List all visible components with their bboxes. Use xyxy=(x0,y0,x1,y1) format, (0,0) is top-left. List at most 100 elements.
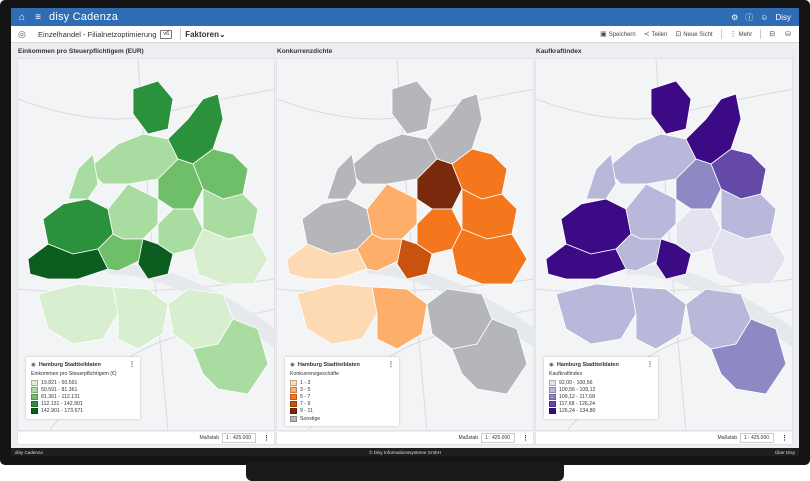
legend-row: 142.901 - 173.671 xyxy=(31,408,135,415)
map-panel-income: Einkommen pro Steuerpflichtigem (EUR) ◉ H… xyxy=(17,47,275,445)
district-shape[interactable] xyxy=(710,318,787,395)
panel-toggle-icon[interactable]: ⊟ xyxy=(769,31,776,38)
legend-label: 126,24 - 134,80 xyxy=(559,408,596,415)
workbook-toolbar: ◎ Einzelhandel - Filialnetzoptimierung v… xyxy=(11,26,799,43)
district-shape[interactable] xyxy=(192,318,269,395)
district-shape[interactable] xyxy=(650,80,692,135)
legend-menu-icon[interactable]: ⋮ xyxy=(647,362,653,368)
legend-row: 50.591 - 81.361 xyxy=(31,386,135,393)
settings-icon[interactable]: ⚙ xyxy=(731,12,739,22)
district-shape[interactable] xyxy=(132,80,174,135)
scale-label: Maßstab xyxy=(458,435,478,441)
scale-input[interactable]: 1 : 425.000 xyxy=(481,433,515,443)
district-shape[interactable] xyxy=(451,318,528,395)
district-shape[interactable] xyxy=(366,183,418,240)
scale-bar: Maßstab 1 : 425.000 ⋮ xyxy=(17,432,275,445)
map-legend: ◉ Hamburg Stadtteildaten ⋮ Konkurrenzgesch… xyxy=(285,357,399,427)
district-shape[interactable] xyxy=(192,228,269,285)
divider xyxy=(720,29,722,39)
district-shape[interactable] xyxy=(107,183,159,240)
scale-input[interactable]: 1 : 425.000 xyxy=(222,433,256,443)
district-shape[interactable] xyxy=(37,283,119,345)
legend-swatch xyxy=(290,408,297,415)
district-shape[interactable] xyxy=(416,158,463,210)
user-name[interactable]: Disy xyxy=(775,12,791,22)
divider xyxy=(760,29,762,39)
district-shape[interactable] xyxy=(137,238,174,280)
district-shape[interactable] xyxy=(157,158,204,210)
district-shapes[interactable] xyxy=(286,80,528,395)
legend-label: 7 - 9 xyxy=(300,401,311,408)
district-shape[interactable] xyxy=(371,286,428,350)
legend-label: 81.361 - 112.131 xyxy=(41,393,80,400)
district-shape[interactable] xyxy=(112,286,169,350)
database-icon[interactable]: ⛁ xyxy=(785,31,791,38)
eye-icon[interactable]: ◉ xyxy=(31,361,36,368)
legend-swatch xyxy=(290,379,297,386)
district-shape[interactable] xyxy=(67,153,99,200)
map-panel-purchasing-power: Kaufkraftindex ◉ Hamburg Stadtteildaten ⋮ … xyxy=(535,47,793,445)
legend-subtitle: Kaufkraftindex xyxy=(549,371,583,377)
panel-title: Konkurrenzdichte xyxy=(277,48,333,55)
district-shape[interactable] xyxy=(630,286,687,350)
district-shape[interactable] xyxy=(391,80,433,135)
map-options-icon[interactable]: ⋮ xyxy=(522,435,529,442)
scale-input[interactable]: 1 : 425.000 xyxy=(740,433,774,443)
district-shape[interactable] xyxy=(451,228,528,285)
map-view[interactable]: ◉ Hamburg Stadtteildaten ⋮ Kaufkraftindex … xyxy=(535,58,793,431)
new-view-label: Neue Sicht xyxy=(683,32,713,38)
district-shape[interactable] xyxy=(396,238,433,280)
home-icon[interactable]: ⌂ xyxy=(18,11,26,23)
monitor-stand xyxy=(246,463,564,481)
user-icon[interactable]: ☺ xyxy=(760,12,769,22)
district-shape[interactable] xyxy=(555,283,637,345)
district-shape[interactable] xyxy=(625,183,677,240)
choropleth-map-income[interactable] xyxy=(18,59,275,431)
map-view[interactable]: ◉ Hamburg Stadtteildaten ⋮ Einkommen pro S… xyxy=(17,58,275,431)
save-button[interactable]: ▣ Speichern xyxy=(600,30,636,38)
more-button[interactable]: ⋮ Mehr xyxy=(730,30,753,38)
map-view[interactable]: ◉ Hamburg Stadtteildaten ⋮ Konkurrenzgesch… xyxy=(276,58,534,431)
district-shape[interactable] xyxy=(585,153,617,200)
district-shape[interactable] xyxy=(675,158,722,210)
app-title: disy Cadenza xyxy=(49,11,119,23)
new-view-button[interactable]: ⊡ Neue Sicht xyxy=(675,30,712,38)
legend-menu-icon[interactable]: ⋮ xyxy=(129,362,135,368)
legend-row: 117,68 - 126,24 xyxy=(549,401,653,408)
district-shapes[interactable] xyxy=(27,80,269,395)
target-icon[interactable]: ◎ xyxy=(18,28,26,39)
factors-label: Faktoren xyxy=(185,29,220,39)
eye-icon[interactable]: ◉ xyxy=(290,361,295,368)
save-icon: ▣ xyxy=(600,31,607,38)
map-options-icon[interactable]: ⋮ xyxy=(781,435,788,442)
app-header: ⌂ ≡ disy Cadenza ⚙ ⓘ ☺ Disy xyxy=(11,8,799,26)
map-panel-competition: Konkurrenzdichte ◉ Hamburg Stadtteildaten… xyxy=(276,47,534,445)
district-shape[interactable] xyxy=(326,153,358,200)
choropleth-map-purchasing-power[interactable] xyxy=(536,59,793,431)
legend-label: 112.131 - 142.901 xyxy=(41,401,83,408)
legend-swatch xyxy=(549,401,556,408)
more-icon: ⋮ xyxy=(729,31,737,38)
about-link[interactable]: Über Disy xyxy=(774,449,795,455)
legend-row: 5 - 7 xyxy=(290,393,394,400)
legend-label: 100,56 - 109,12 xyxy=(559,386,596,393)
share-button[interactable]: ≺ Teilen xyxy=(644,30,668,38)
district-shape[interactable] xyxy=(655,238,692,280)
help-icon[interactable]: ⓘ xyxy=(745,12,754,22)
district-shape[interactable] xyxy=(710,228,787,285)
district-shape[interactable] xyxy=(296,283,378,345)
copyright-text: © Disy Informationssysteme GmbH xyxy=(369,449,441,455)
legend-row: 1 - 3 xyxy=(290,379,394,386)
map-options-icon[interactable]: ⋮ xyxy=(263,435,270,442)
legend-swatch xyxy=(549,393,556,400)
eye-icon[interactable]: ◉ xyxy=(549,361,554,368)
factors-dropdown[interactable]: Faktoren⌄ xyxy=(185,30,226,39)
district-shapes[interactable] xyxy=(545,80,787,395)
menu-icon[interactable]: ≡ xyxy=(35,11,41,23)
legend-row: 3 - 5 xyxy=(290,386,394,393)
scale-bar: Maßstab 1 : 425.000 ⋮ xyxy=(535,432,793,445)
legend-menu-icon[interactable]: ⋮ xyxy=(388,362,394,368)
project-title[interactable]: Einzelhandel - Filialnetzoptimierung xyxy=(38,29,157,39)
choropleth-map-competition[interactable] xyxy=(277,59,534,431)
map-legend: ◉ Hamburg Stadtteildaten ⋮ Kaufkraftindex … xyxy=(544,357,658,419)
